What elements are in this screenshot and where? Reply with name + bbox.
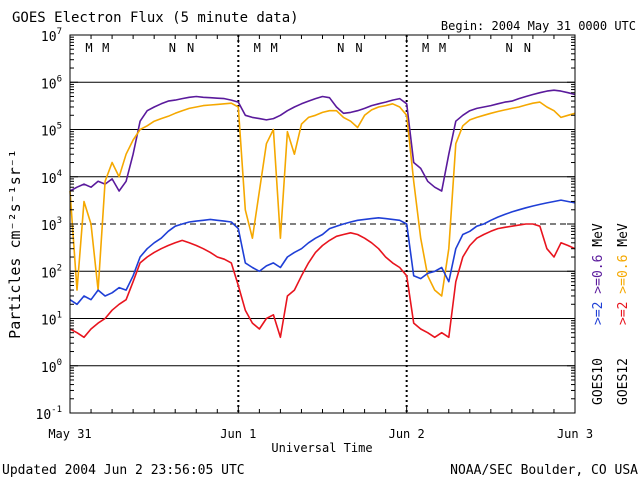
series-line bbox=[69, 101, 576, 297]
mn-marker: M bbox=[422, 41, 429, 55]
y-tick-label: 104 bbox=[41, 169, 62, 187]
x-tick-label: Jun 2 bbox=[389, 427, 425, 441]
legend-entry: >=2 bbox=[591, 302, 606, 325]
legend-title: GOES12 bbox=[616, 358, 631, 405]
y-tick-label: 105 bbox=[41, 122, 62, 140]
y-tick-label: 107 bbox=[41, 27, 62, 45]
y-axis-label: Particles cm⁻²s⁻¹sr⁻¹ bbox=[6, 149, 24, 339]
y-tick-label: 10-1 bbox=[36, 405, 63, 423]
x-tick-label: Jun 3 bbox=[557, 427, 593, 441]
x-tick-label: Jun 1 bbox=[220, 427, 256, 441]
legend-entry: MeV bbox=[616, 223, 631, 254]
y-tick-label: 103 bbox=[41, 216, 62, 234]
mn-marker: M bbox=[254, 41, 261, 55]
chart-subtitle: Begin: 2004 May 31 0000 UTC bbox=[441, 19, 636, 33]
mn-marker: N bbox=[187, 41, 194, 55]
legend-entry: MeV bbox=[591, 223, 606, 254]
legend-entry: >=0.6 bbox=[616, 255, 631, 302]
mn-marker: M bbox=[439, 41, 446, 55]
legend-goes10: GOES10 >=2 >=0.6 MeV bbox=[591, 223, 606, 405]
x-axis-label: Universal Time bbox=[271, 441, 372, 455]
mn-marker: M bbox=[270, 41, 277, 55]
y-tick-label: 106 bbox=[41, 74, 62, 92]
mn-marker: N bbox=[169, 41, 176, 55]
footer-updated: Updated 2004 Jun 2 23:56:05 UTC bbox=[2, 463, 245, 478]
legend-title: GOES10 bbox=[591, 358, 606, 405]
mn-marker: M bbox=[85, 41, 92, 55]
series-line bbox=[69, 89, 576, 192]
mn-marker: N bbox=[355, 41, 362, 55]
series-layer bbox=[69, 89, 576, 339]
legend-entries: >=2 >=0.6 MeV bbox=[591, 223, 606, 325]
y-tick-label: 100 bbox=[41, 358, 62, 376]
mn-marker: N bbox=[524, 41, 531, 55]
x-tick-label: May 31 bbox=[48, 427, 91, 441]
legend-entry: >=0.6 bbox=[591, 255, 606, 302]
y-tick-label: 101 bbox=[41, 311, 62, 329]
legend-entry: >=2 bbox=[616, 302, 631, 325]
chart-title: GOES Electron Flux (5 minute data) bbox=[12, 10, 299, 26]
mn-marker: M bbox=[102, 41, 109, 55]
y-tick-label: 102 bbox=[41, 263, 62, 281]
grid-layer bbox=[70, 35, 575, 413]
legend-goes12: GOES12 >=2 >=0.6 MeV bbox=[616, 223, 631, 405]
label-layer: GOES Electron Flux (5 minute data) Begin… bbox=[2, 10, 638, 478]
legend: GOES10 >=2 >=0.6 MeV GOES12 >=2 >=0.6 MeV bbox=[591, 223, 631, 405]
series-line bbox=[69, 223, 576, 339]
legend-entries: >=2 >=0.6 MeV bbox=[616, 223, 631, 325]
mn-marker: N bbox=[337, 41, 344, 55]
footer-credit: NOAA/SEC Boulder, CO USA bbox=[450, 463, 638, 478]
axis-layer: 10-1 100 101 102 103 104 105 106 107 May 31 Jun 1 J… bbox=[36, 27, 594, 441]
series-line bbox=[69, 199, 576, 306]
mn-marker: N bbox=[505, 41, 512, 55]
